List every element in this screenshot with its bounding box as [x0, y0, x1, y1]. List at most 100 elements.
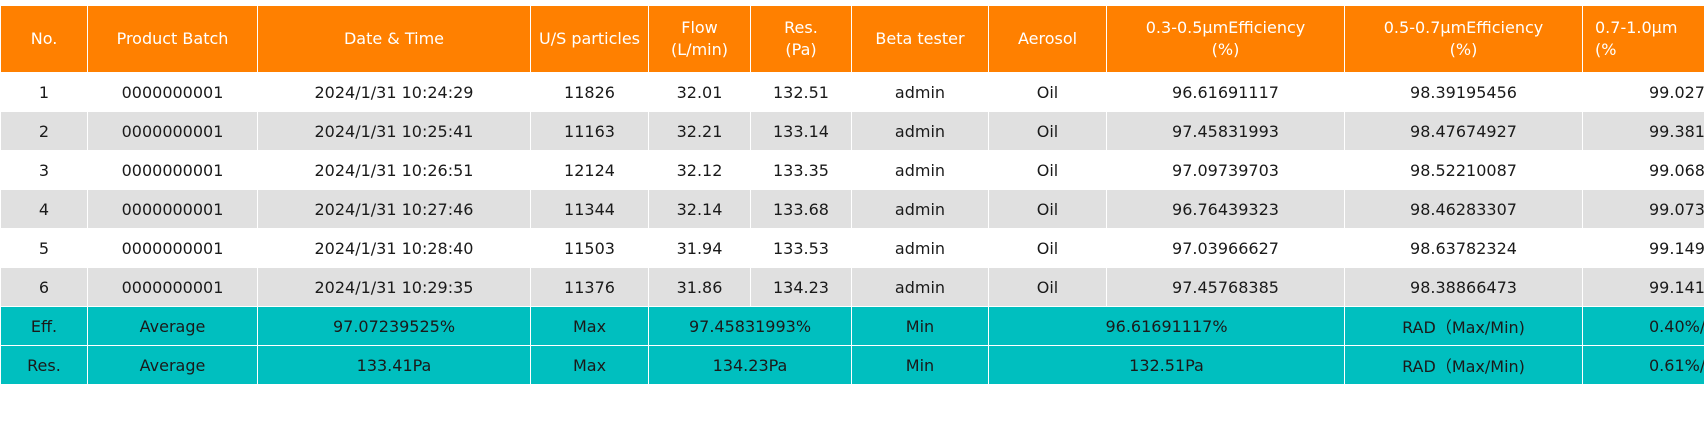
data-cell: Oil — [988, 72, 1107, 112]
data-cell: 133.53 — [750, 228, 852, 268]
header-cell: 0.5-0.7μmEfficiency (%) — [1344, 5, 1583, 73]
summary-cell: RAD（Max/Min) — [1344, 345, 1583, 385]
data-cell: 98.52210087 — [1344, 150, 1583, 190]
data-cell: 12124 — [530, 150, 649, 190]
summary-cell: 96.61691117% — [988, 306, 1345, 346]
results-table: No. Product Batch Date & Time U/S particles… — [0, 5, 1704, 385]
data-cell: 11163 — [530, 111, 649, 151]
data-cell: 0000000001 — [87, 189, 258, 229]
data-cell: 32.01 — [648, 72, 751, 112]
data-cell: 97.45831993 — [1106, 111, 1345, 151]
data-cell: 96.61691117 — [1106, 72, 1345, 112]
header-cell: Res. (Pa) — [750, 5, 852, 73]
data-cell: 11826 — [530, 72, 649, 112]
summary-cell: Max — [530, 345, 649, 385]
header-row: No. Product Batch Date & Time U/S particles… — [0, 5, 1704, 73]
data-cell: 133.35 — [750, 150, 852, 190]
summary-cell: Min — [851, 306, 989, 346]
data-cell: 31.94 — [648, 228, 751, 268]
data-cell: 133.14 — [750, 111, 852, 151]
data-cell: 32.21 — [648, 111, 751, 151]
data-cell: Oil — [988, 267, 1107, 307]
data-cell: 2024/1/31 10:24:29 — [257, 72, 531, 112]
summary-cell: Res. — [0, 345, 88, 385]
data-cell: admin — [851, 111, 989, 151]
data-cell: 134.23 — [750, 267, 852, 307]
data-cell: 2024/1/31 10:26:51 — [257, 150, 531, 190]
summary-cell: Average — [87, 345, 258, 385]
data-row: 4 0000000001 2024/1/31 10:27:46 11344 32.14 1… — [0, 189, 1704, 229]
data-row: 1 0000000001 2024/1/31 10:24:29 11826 32.01 1… — [0, 72, 1704, 112]
data-cell: 0000000001 — [87, 111, 258, 151]
data-cell: Oil — [988, 111, 1107, 151]
data-cell: 0000000001 — [87, 150, 258, 190]
data-cell: 32.14 — [648, 189, 751, 229]
data-cell: 2 — [0, 111, 88, 151]
header-cell: Product Batch — [87, 5, 258, 73]
data-cell: 98.46283307 — [1344, 189, 1583, 229]
data-cell: 2024/1/31 10:29:35 — [257, 267, 531, 307]
data-cell: Oil — [988, 189, 1107, 229]
data-row: 6 0000000001 2024/1/31 10:29:35 11376 31.86 1… — [0, 267, 1704, 307]
summary-cell: Min — [851, 345, 989, 385]
data-cell: 31.86 — [648, 267, 751, 307]
data-cell: 1 — [0, 72, 88, 112]
header-cell: Date & Time — [257, 5, 531, 73]
data-cell: 99.149 — [1582, 228, 1704, 268]
data-row: 5 0000000001 2024/1/31 10:28:40 11503 31.94 1… — [0, 228, 1704, 268]
data-cell: 11344 — [530, 189, 649, 229]
summary-cell: 97.45831993% — [648, 306, 852, 346]
data-cell: 32.12 — [648, 150, 751, 190]
page: No. Product Batch Date & Time U/S particles… — [0, 5, 1704, 423]
data-cell: admin — [851, 228, 989, 268]
data-cell: admin — [851, 72, 989, 112]
data-cell: 133.68 — [750, 189, 852, 229]
data-cell: 6 — [0, 267, 88, 307]
data-cell: 97.03966627 — [1106, 228, 1345, 268]
data-cell: Oil — [988, 150, 1107, 190]
summary-cell: 97.07239525% — [257, 306, 531, 346]
table-body: 1 0000000001 2024/1/31 10:24:29 11826 32.01 1… — [0, 72, 1704, 385]
summary-cell: RAD（Max/Min) — [1344, 306, 1583, 346]
data-cell: 99.381 — [1582, 111, 1704, 151]
header-cell: Flow (L/min) — [648, 5, 751, 73]
data-cell: admin — [851, 267, 989, 307]
summary-cell: 133.41Pa — [257, 345, 531, 385]
header-cell: No. — [0, 5, 88, 73]
header-cell: Beta tester — [851, 5, 989, 73]
data-cell: 11503 — [530, 228, 649, 268]
data-cell: 99.073 — [1582, 189, 1704, 229]
data-cell: 0000000001 — [87, 72, 258, 112]
data-cell: 0000000001 — [87, 228, 258, 268]
data-cell: 0000000001 — [87, 267, 258, 307]
data-cell: 3 — [0, 150, 88, 190]
summary-cell: Max — [530, 306, 649, 346]
data-cell: 96.76439323 — [1106, 189, 1345, 229]
summary-row: Eff. Average 97.07239525% Max 97.45831993% Mi… — [0, 306, 1704, 346]
data-cell: 98.63782324 — [1344, 228, 1583, 268]
data-cell: 5 — [0, 228, 88, 268]
data-row: 2 0000000001 2024/1/31 10:25:41 11163 32.21 1… — [0, 111, 1704, 151]
data-cell: 98.39195456 — [1344, 72, 1583, 112]
data-cell: 99.141 — [1582, 267, 1704, 307]
data-cell: 99.027 — [1582, 72, 1704, 112]
data-cell: 2024/1/31 10:25:41 — [257, 111, 531, 151]
data-cell: admin — [851, 150, 989, 190]
header-cell: 0.3-0.5μmEfficiency (%) — [1106, 5, 1345, 73]
data-cell: 4 — [0, 189, 88, 229]
data-cell: Oil — [988, 228, 1107, 268]
data-cell: 98.47674927 — [1344, 111, 1583, 151]
data-row: 3 0000000001 2024/1/31 10:26:51 12124 32.12 1… — [0, 150, 1704, 190]
data-cell: 132.51 — [750, 72, 852, 112]
summary-cell: 0.40%/ — [1582, 306, 1704, 346]
header-cell: U/S particles — [530, 5, 649, 73]
summary-cell: 134.23Pa — [648, 345, 852, 385]
summary-cell: Average — [87, 306, 258, 346]
data-cell: 2024/1/31 10:27:46 — [257, 189, 531, 229]
data-cell: admin — [851, 189, 989, 229]
summary-cell: 132.51Pa — [988, 345, 1345, 385]
summary-cell: 0.61%/ — [1582, 345, 1704, 385]
header-cell: Aerosol — [988, 5, 1107, 73]
data-cell: 97.09739703 — [1106, 150, 1345, 190]
summary-row: Res. Average 133.41Pa Max 134.23Pa Min 132.51P… — [0, 345, 1704, 385]
